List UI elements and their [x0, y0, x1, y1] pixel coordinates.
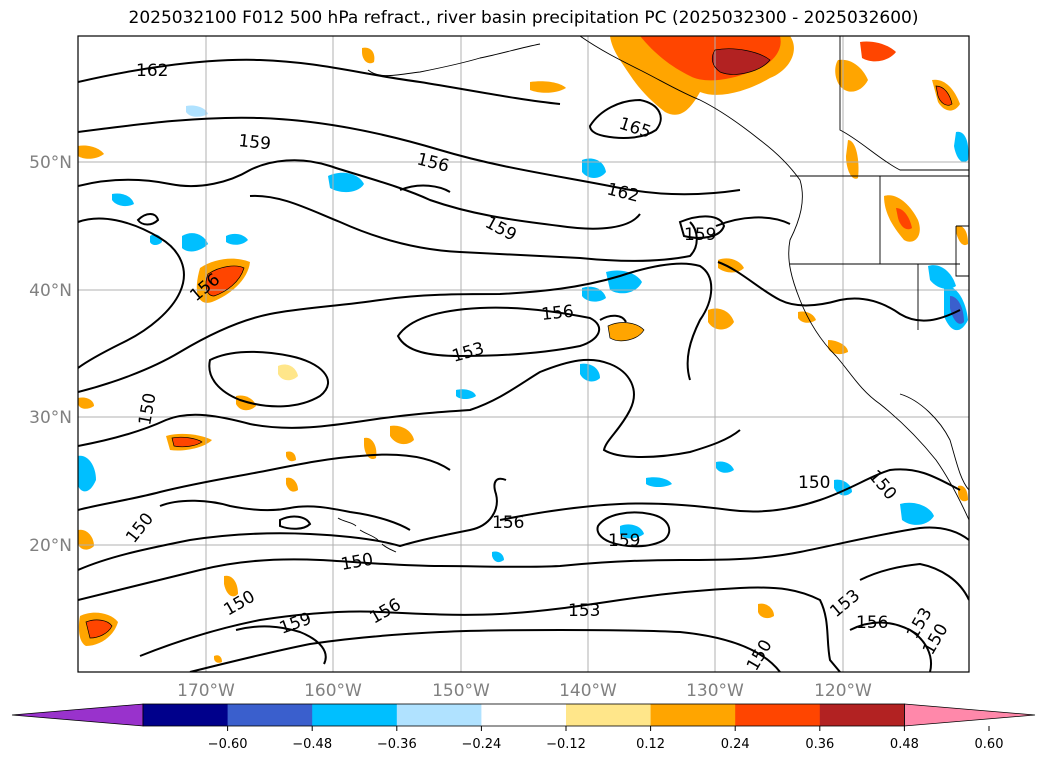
colorbar-tick-label: 0.60	[975, 737, 1004, 752]
contour-label: 159	[684, 225, 716, 245]
precip-contour-lines	[85, 48, 953, 639]
colorbar-tick-label: −0.36	[377, 737, 417, 752]
longitude-labels: 170°W 160°W 150°W 140°W 130°W 120°W	[177, 681, 872, 701]
colorbar-segment	[650, 704, 736, 726]
contour-label: 159	[608, 531, 640, 551]
lat-label-40n: 40°N	[29, 281, 72, 301]
colorbar-tick-label: 0.24	[721, 737, 750, 752]
colorbar-segment	[396, 704, 482, 726]
contour-label: 153	[568, 601, 600, 621]
lon-label-150w: 150°W	[432, 681, 490, 701]
colorbar-tick-label: −0.24	[461, 737, 501, 752]
colorbar-segment	[566, 704, 652, 726]
colorbar-tick-label: −0.48	[292, 737, 332, 752]
colorbar-tick-label: −0.60	[208, 737, 248, 752]
colorbar-segment	[143, 704, 229, 726]
colorbar-tick-label: 0.36	[805, 737, 834, 752]
plot-frame	[77, 35, 970, 673]
lon-label-120w: 120°W	[814, 681, 872, 701]
colorbar-extend-low	[11, 703, 144, 727]
coastlines	[337, 36, 969, 553]
map-title: 2025032100 F012 500 hPa refract., river …	[128, 8, 919, 28]
colorbar-extend-high	[904, 703, 1036, 727]
contour-label: 156	[856, 613, 888, 633]
lon-label-130w: 130°W	[686, 681, 744, 701]
lon-label-160w: 160°W	[304, 681, 362, 701]
lat-label-50n: 50°N	[29, 153, 72, 173]
colorbar-tick-label: 0.12	[636, 737, 665, 752]
colorbar-segment	[481, 704, 567, 726]
lon-label-140w: 140°W	[559, 681, 617, 701]
colorbar-segment	[312, 704, 398, 726]
contour-label: 150	[798, 473, 830, 493]
colorbar-tick-label: −0.12	[546, 737, 586, 752]
colorbar-segment	[735, 704, 821, 726]
contour-label: 159	[237, 131, 271, 154]
lat-label-30n: 30°N	[29, 408, 72, 428]
contour-label: 162	[136, 61, 168, 81]
contour-label: 156	[492, 513, 524, 533]
latitude-labels: 50°N 40°N 30°N 20°N	[29, 153, 72, 556]
contour-label: 156	[540, 302, 574, 325]
colorbar: −0.60 −0.48 −0.36 −0.24 −0.12 0.12 0.24 0.36 0.4…	[11, 703, 1036, 752]
colorbar-segment	[819, 704, 905, 726]
colorbar-tick-label: 0.48	[890, 737, 919, 752]
colorbar-segment	[227, 704, 313, 726]
colorbar-frame	[142, 703, 905, 727]
lon-label-170w: 170°W	[177, 681, 235, 701]
refractivity-contours	[78, 58, 969, 672]
lat-label-20n: 20°N	[29, 536, 72, 556]
